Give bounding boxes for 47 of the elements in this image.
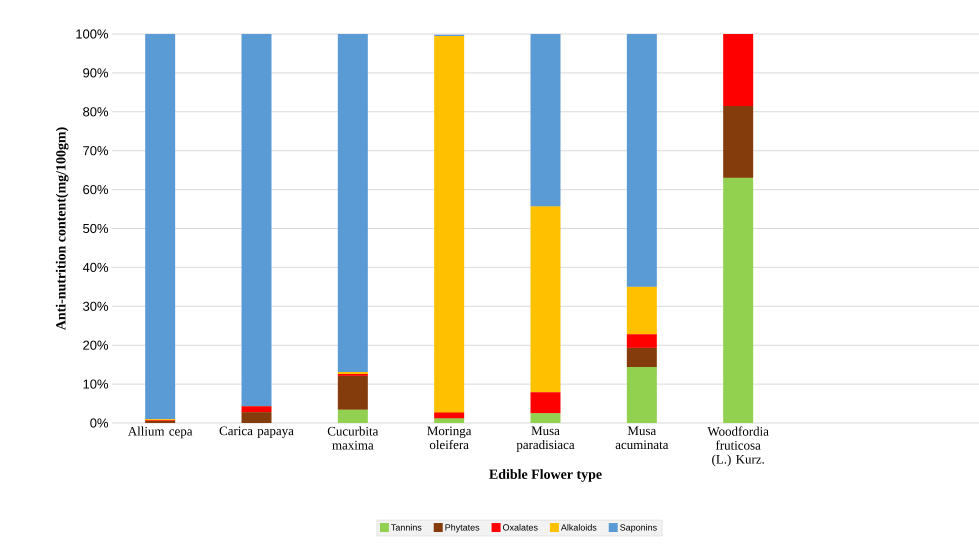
x-tick-label: Carica papaya [220, 426, 294, 438]
y-tick-label: 0% [90, 418, 108, 428]
x-tick-label: Woodfordia fruticosa (L.) Kurz. [707, 426, 769, 466]
bar [434, 412, 464, 418]
y-tick-label: 10% [84, 380, 108, 389]
bar [723, 106, 754, 178]
bar [530, 413, 560, 423]
y-tick-label: 50% [83, 224, 108, 234]
legend-label: Alkaloids [560, 524, 596, 531]
bar [145, 34, 176, 420]
bar [530, 392, 560, 414]
bar [242, 406, 272, 412]
x-axis-title: Edible Flower type [489, 469, 602, 482]
y-tick-label: 100% [76, 29, 108, 39]
y-tick-label: 20% [83, 340, 108, 350]
y-tick-label: 60% [83, 185, 108, 194]
bar [242, 412, 272, 423]
y-axis-title: Anti-nutrition content(mg/100gm) [56, 127, 69, 330]
x-tick-label: Moringa oleifera [427, 426, 472, 450]
x-tick-label: Musa acuminata [616, 426, 668, 450]
bar [434, 36, 464, 412]
bar [626, 366, 657, 423]
bar [530, 206, 560, 392]
legend-label: Oxalates [502, 524, 538, 531]
bar [626, 286, 657, 334]
bar [626, 34, 657, 287]
y-tick-label: 80% [83, 107, 108, 116]
x-tick-label: Cucurbita maxima [328, 426, 378, 450]
x-tick-label: Allium cepa [128, 426, 192, 438]
bar [338, 34, 368, 372]
bar [338, 410, 368, 423]
bar [242, 34, 272, 406]
bar [338, 376, 368, 410]
bar [434, 418, 464, 423]
bar [530, 34, 560, 206]
bar [723, 178, 754, 423]
bar [723, 34, 754, 106]
y-tick-label: 30% [83, 302, 108, 311]
y-tick-label: 40% [82, 262, 108, 272]
bar [626, 348, 657, 367]
y-tick-label: 90% [83, 68, 108, 78]
legend-label: Saponins [620, 524, 657, 532]
legend-label: Tannins [391, 524, 422, 531]
legend-label: Phytates [445, 524, 480, 532]
x-tick-label: Musa paradisiaca [516, 426, 574, 452]
y-tick-label: 70% [83, 146, 108, 156]
bar [626, 334, 657, 348]
